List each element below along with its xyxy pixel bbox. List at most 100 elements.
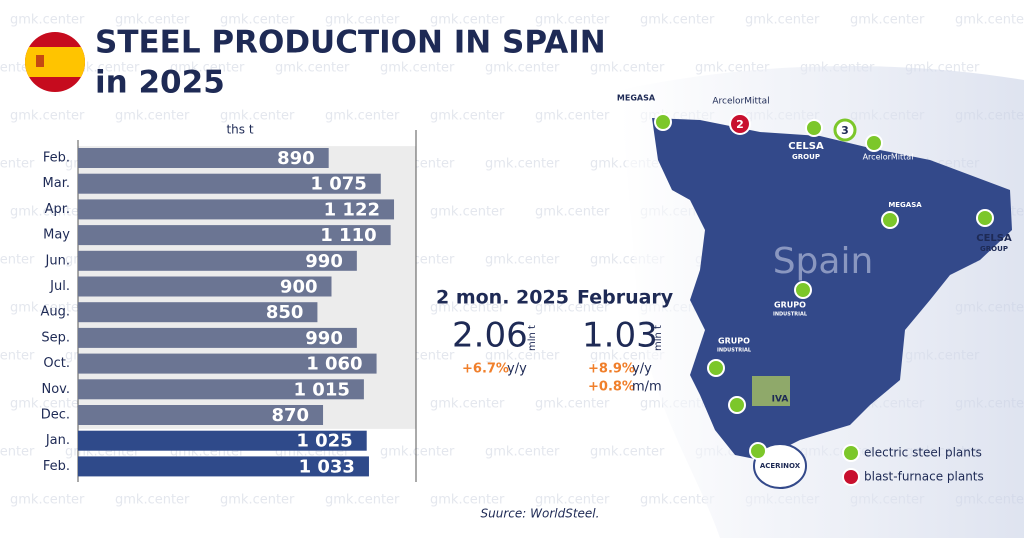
plants [654, 113, 994, 486]
plant-dot [833, 118, 857, 142]
company-label: GRUPO [774, 301, 806, 310]
value-label: 890 [277, 148, 315, 169]
watermark: gmk.center [275, 61, 350, 76]
company-label: ArcelorMittal [863, 153, 914, 162]
plant-dot [865, 134, 883, 152]
watermark: gmk.center [325, 13, 400, 28]
bar [78, 353, 377, 374]
bar [78, 302, 318, 323]
watermark: gmk.center [955, 13, 1024, 28]
watermark: gmk.center [640, 493, 715, 508]
watermark: gmk.center [0, 445, 35, 460]
plant-number: 2 [736, 118, 744, 131]
watermark: gmk.center [220, 109, 295, 124]
bar [78, 327, 357, 348]
watermark: gmk.center [485, 445, 560, 460]
stat-change: +8.9% [588, 362, 635, 377]
watermark: gmk.center [380, 445, 455, 460]
watermark: gmk.center [430, 493, 505, 508]
plant-dot [728, 396, 746, 414]
company-label: ArcelorMittal [712, 97, 769, 107]
company-label: ACERINOX [760, 462, 801, 470]
watermark: gmk.center [485, 157, 560, 172]
company-label: GROUP [980, 245, 1008, 253]
watermark: gmk.center [850, 13, 925, 28]
watermark: gmk.center [590, 445, 665, 460]
company-label: CELSA [788, 141, 824, 152]
value-label: 990 [305, 251, 343, 272]
watermark: gmk.center [170, 61, 245, 76]
legend-dot [842, 468, 860, 486]
bar [78, 173, 381, 194]
category-label: Oct. [43, 356, 70, 371]
plant-dot [729, 113, 751, 135]
watermark: gmk.center [10, 397, 85, 412]
bar [78, 379, 364, 400]
watermark: gmk.center [115, 493, 190, 508]
watermark: gmk.center [430, 13, 505, 28]
watermark: gmk.center [535, 13, 610, 28]
logo-box [752, 376, 790, 406]
company-label: GROUP [792, 153, 820, 161]
watermark: gmk.center [115, 109, 190, 124]
watermark: gmk.center [535, 397, 610, 412]
company-label: INDUSTRIAL [717, 348, 752, 354]
title: STEEL PRODUCTION IN SPAIN [95, 25, 606, 61]
value-label: 900 [280, 277, 318, 298]
stat-unit: mln t [527, 325, 538, 351]
watermark: gmk.center [640, 13, 715, 28]
bar [78, 430, 367, 451]
stat-unit: mln t [653, 325, 664, 351]
unit-label: ths t [226, 123, 253, 137]
plant-dot [976, 209, 994, 227]
value-label: 1 110 [320, 225, 376, 246]
watermark: gmk.center [220, 493, 295, 508]
bar [78, 456, 369, 477]
company-labels: MEGASA ArcelorMittal CELSA GROUP Arcelor… [617, 94, 1012, 489]
bar [78, 199, 395, 220]
watermark: gmk.center [10, 205, 85, 220]
watermark: gmk.center [10, 13, 85, 28]
watermark: gmk.center [485, 61, 560, 76]
stat-value: 1.03 [582, 316, 658, 356]
watermark: gmk.center [220, 13, 295, 28]
stat-change-label: y/y [507, 362, 527, 377]
stat-change: +6.7% [462, 362, 509, 377]
bar [78, 276, 332, 297]
bar [78, 148, 329, 168]
company-label: IVA [772, 395, 789, 405]
legend-label: electric steel plants [864, 446, 982, 460]
watermark: gmk.center [485, 253, 560, 268]
watermark: gmk.center [380, 61, 455, 76]
legend-dot [842, 444, 860, 462]
source: Suurce: WorldSteel. [481, 507, 600, 521]
legend-label: blast-furnace plants [864, 470, 984, 484]
value-label: 1 060 [306, 354, 362, 375]
plant-dot [749, 442, 767, 460]
plant-number: 3 [841, 124, 849, 137]
watermark: gmk.center [325, 493, 400, 508]
watermark: gmk.center [430, 205, 505, 220]
company-label: MEGASA [617, 94, 656, 103]
watermark: gmk.center [430, 397, 505, 412]
stat-change: +0.8% [588, 380, 635, 395]
value-label: 990 [305, 328, 343, 349]
watermark: gmk.center [535, 205, 610, 220]
watermark: gmk.center [535, 301, 610, 316]
category-label: Jul. [49, 279, 70, 294]
watermark: gmk.center [485, 349, 560, 364]
plant-dot [794, 281, 812, 299]
company-label: INDUSTRIAL [773, 312, 808, 318]
watermark: gmk.center [0, 349, 35, 364]
plant-dot [707, 359, 725, 377]
subtitle: in 2025 [95, 65, 225, 101]
plant-dot [654, 113, 672, 131]
country-label: Spain [773, 241, 874, 282]
bar [78, 405, 324, 425]
spain-map [652, 118, 1012, 460]
watermark: gmk.center [10, 493, 85, 508]
value-label: 1 015 [294, 379, 350, 400]
company-label: GRUPO [718, 337, 750, 346]
value-label: 1 122 [324, 199, 380, 220]
